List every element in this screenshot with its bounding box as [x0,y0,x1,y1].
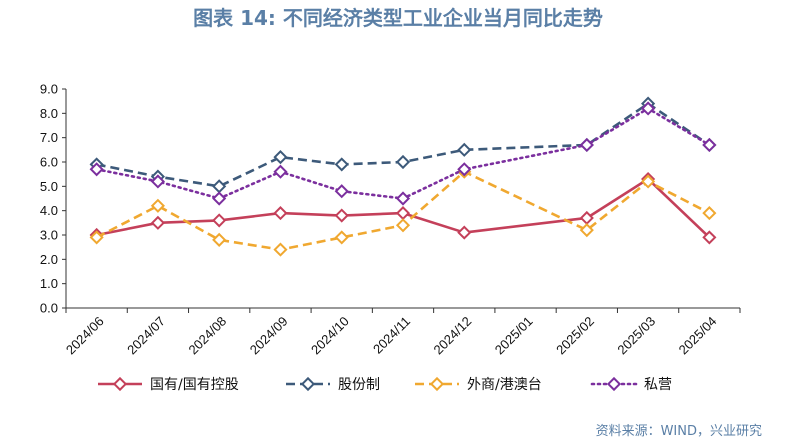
data-point [212,179,227,194]
legend-marker [606,376,622,392]
x-tick-label: 2025/01 [492,314,536,358]
data-point [334,230,349,245]
legend-item: 外商/港澳台 [415,376,542,393]
data-point [273,164,288,179]
legend-label: 国有/国有控股 [150,377,239,393]
x-tick-label: 2024/12 [431,314,475,358]
data-point [273,242,288,257]
data-point [395,154,411,170]
data-point [641,101,656,116]
series-3 [89,101,717,206]
series-line [95,107,711,200]
data-point [702,230,717,245]
data-point [150,215,165,230]
data-point [579,223,594,238]
data-point [457,142,472,157]
legend-marker [300,376,316,392]
y-tick-label: 4.0 [40,203,58,218]
y-tick-label: 1.0 [40,276,58,291]
legend-item: 国有/国有控股 [98,376,239,393]
data-point [702,206,717,221]
data-point [273,150,288,165]
x-tick-label: 2024/09 [247,314,291,358]
series-line [96,170,710,251]
data-point [334,208,349,223]
data-point [457,225,472,240]
series-0 [89,171,717,245]
chart-title: 图表 14: 不同经济类型工业企业当月同比走势 [193,6,603,30]
x-tick-label: 2025/02 [553,314,597,358]
legend-marker [429,376,445,392]
data-point [89,162,104,177]
data-point [150,174,165,189]
data-point [579,210,594,226]
data-point [273,206,288,221]
data-point [212,213,227,228]
data-point [395,218,411,233]
series-line [96,102,711,188]
legend-label: 外商/港澳台 [467,377,542,393]
y-tick-label: 2.0 [40,252,58,267]
y-tick-label: 3.0 [40,228,58,243]
data-point [334,184,349,199]
x-tick-label: 2024/08 [185,314,229,358]
data-point [334,157,349,172]
data-point [641,174,656,189]
axes: 0.0 1.0 2.0 3.0 4.0 5.0 6.0 7.0 8.0 9.0 2024/06 202… [40,82,741,358]
data-point [457,162,472,177]
y-tick-label: 9.0 [40,82,58,97]
x-tick-label: 2024/11 [370,314,413,357]
data-point [212,191,227,206]
data-point [395,191,411,206]
series-layer [89,96,717,257]
data-point [89,230,104,245]
x-tick-label: 2024/10 [308,314,352,358]
data-point [702,137,717,153]
y-tick-label: 5.0 [40,179,58,194]
data-point [395,206,411,221]
data-point [150,198,165,213]
legend: 国有/国有控股 股份制 外商/港澳台 私营 [98,376,672,393]
legend-label: 私营 [644,377,672,393]
data-point [579,137,594,153]
x-tick-label: 2024/06 [63,314,107,358]
legend-item: 私营 [590,376,672,393]
legend-item: 股份制 [286,376,380,393]
legend-marker [112,376,128,392]
x-tick-label: 2025/04 [676,314,720,358]
x-tick-label: 2024/07 [124,314,168,358]
legend-label: 股份制 [338,377,380,393]
y-tick-label: 6.0 [40,155,58,170]
source-note: 资料来源：WIND，兴业研究 [595,424,762,439]
data-point [212,232,227,247]
y-tick-label: 0.0 [40,301,58,316]
x-tick-label: 2025/03 [614,314,658,358]
series-1 [89,96,717,194]
y-tick-label: 8.0 [40,106,58,121]
y-tick-label: 7.0 [40,130,58,145]
